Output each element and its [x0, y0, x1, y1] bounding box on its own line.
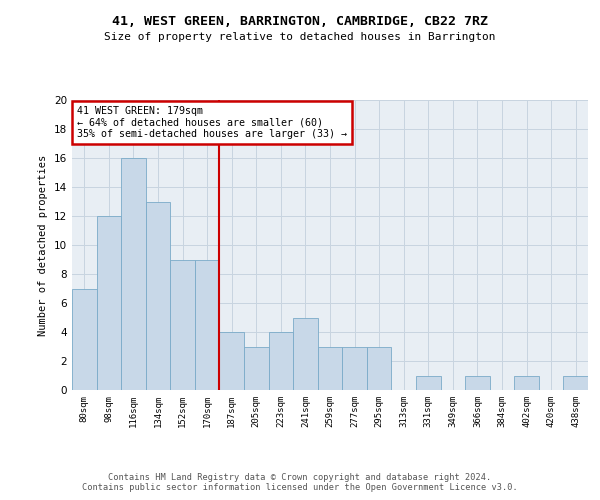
Text: Size of property relative to detached houses in Barrington: Size of property relative to detached ho…	[104, 32, 496, 42]
Bar	[416, 376, 440, 390]
Bar	[293, 318, 318, 390]
Y-axis label: Number of detached properties: Number of detached properties	[38, 154, 49, 336]
Bar	[146, 202, 170, 390]
Bar	[72, 288, 97, 390]
Bar	[465, 376, 490, 390]
Bar	[367, 346, 391, 390]
Bar	[121, 158, 146, 390]
Bar	[244, 346, 269, 390]
Bar	[195, 260, 220, 390]
Bar	[563, 376, 588, 390]
Bar	[342, 346, 367, 390]
Bar	[97, 216, 121, 390]
Bar	[269, 332, 293, 390]
Bar	[170, 260, 195, 390]
Bar	[220, 332, 244, 390]
Text: 41, WEST GREEN, BARRINGTON, CAMBRIDGE, CB22 7RZ: 41, WEST GREEN, BARRINGTON, CAMBRIDGE, C…	[112, 15, 488, 28]
Text: Contains HM Land Registry data © Crown copyright and database right 2024.
Contai: Contains HM Land Registry data © Crown c…	[82, 473, 518, 492]
Bar	[318, 346, 342, 390]
Bar	[514, 376, 539, 390]
Text: 41 WEST GREEN: 179sqm
← 64% of detached houses are smaller (60)
35% of semi-deta: 41 WEST GREEN: 179sqm ← 64% of detached …	[77, 106, 347, 139]
